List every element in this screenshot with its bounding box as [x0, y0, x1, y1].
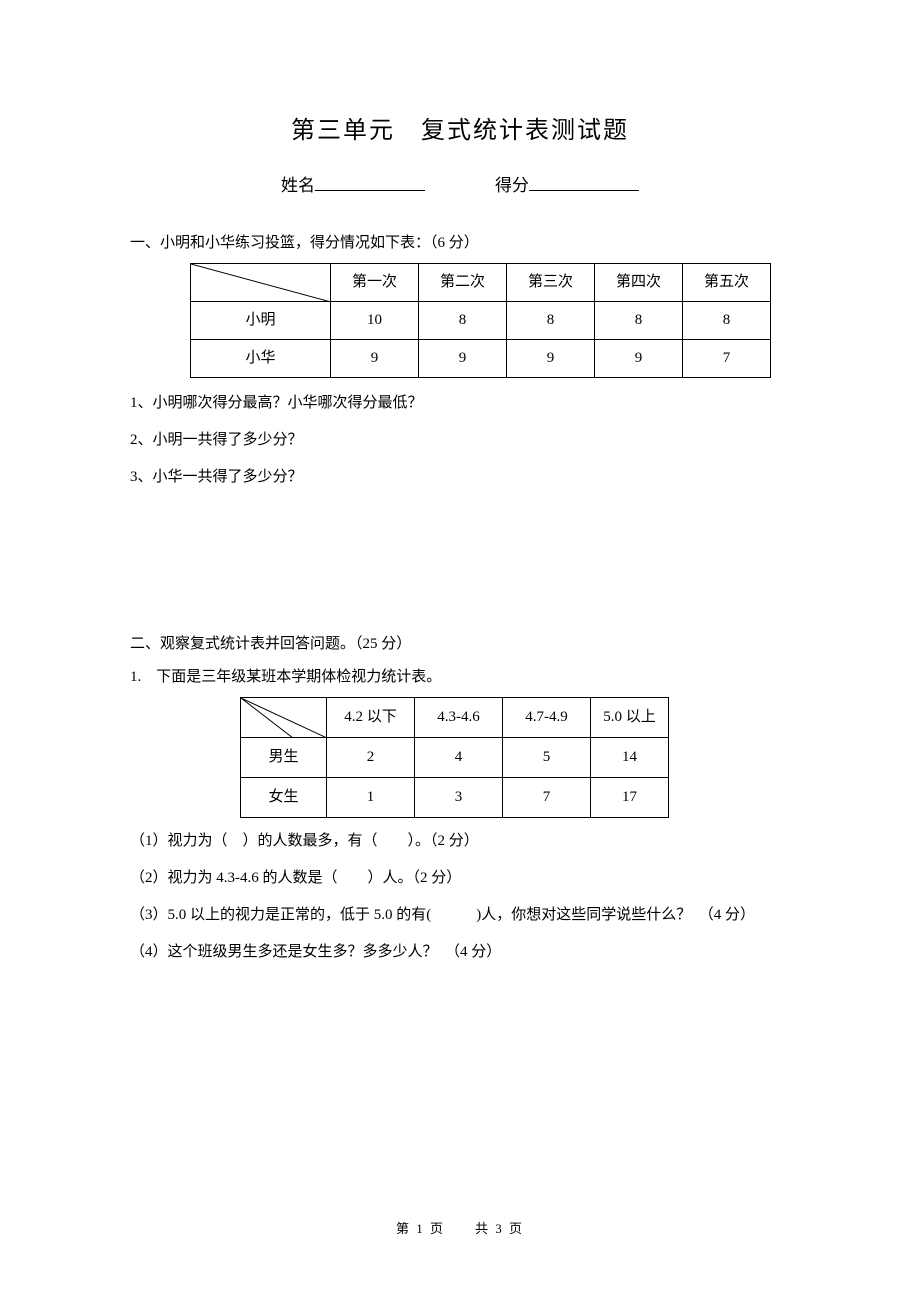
table2-cell: 4 [415, 737, 503, 777]
table1-cell: 10 [331, 301, 419, 339]
table1-row-label: 小华 [191, 339, 331, 377]
table1-col-header: 第五次 [683, 263, 771, 301]
table2-cell: 17 [591, 777, 669, 817]
table1-cell: 9 [595, 339, 683, 377]
table1-col-header: 第四次 [595, 263, 683, 301]
table2-col-header: 5.0 以上 [591, 697, 669, 737]
table2-col-header: 4.2 以下 [327, 697, 415, 737]
table2-col-header: 4.3-4.6 [415, 697, 503, 737]
table1-cell: 9 [419, 339, 507, 377]
table-row: 4.2 以下 4.3-4.6 4.7-4.9 5.0 以上 [241, 697, 669, 737]
s1-q3: 3、小华一共得了多少分？ [130, 464, 790, 491]
table2-col-header: 4.7-4.9 [503, 697, 591, 737]
table2-cell: 7 [503, 777, 591, 817]
section1-intro: 一、小明和小华练习投篮，得分情况如下表：（6 分） [130, 230, 790, 257]
name-label: 姓名 [281, 176, 315, 195]
table1-cell: 8 [595, 301, 683, 339]
name-blank [315, 174, 425, 191]
table1-cell: 8 [683, 301, 771, 339]
s2-q1: （1）视力为（ ）的人数最多，有（ ）。（2 分） [130, 828, 790, 855]
score-label: 得分 [495, 176, 529, 195]
score-blank [529, 174, 639, 191]
table2-diag-cell [241, 697, 327, 737]
table2-cell: 5 [503, 737, 591, 777]
table1-cell: 8 [419, 301, 507, 339]
table1-col-header: 第三次 [507, 263, 595, 301]
table2-cell: 3 [415, 777, 503, 817]
table1-row-label: 小明 [191, 301, 331, 339]
table-row: 男生 2 4 5 14 [241, 737, 669, 777]
table1-cell: 9 [331, 339, 419, 377]
form-line: 姓名 得分 [130, 171, 790, 202]
table2-cell: 14 [591, 737, 669, 777]
table1-cell: 8 [507, 301, 595, 339]
section2-intro: 二、观察复式统计表并回答问题。（25 分） [130, 631, 790, 658]
table-row: 女生 1 3 7 17 [241, 777, 669, 817]
s2-q4: （4）这个班级男生多还是女生多？多多少人？ （4 分） [130, 939, 790, 966]
table2-cell: 2 [327, 737, 415, 777]
table-row: 第一次 第二次 第三次 第四次 第五次 [191, 263, 771, 301]
section2-sub-intro: 1. 下面是三年级某班本学期体检视力统计表。 [130, 664, 790, 691]
s1-q1: 1、小明哪次得分最高？小华哪次得分最低？ [130, 390, 790, 417]
table-row: 小明 10 8 8 8 8 [191, 301, 771, 339]
page-title: 第三单元 复式统计表测试题 [130, 110, 790, 153]
table1: 第一次 第二次 第三次 第四次 第五次 小明 10 8 8 8 8 小华 9 9… [190, 263, 771, 378]
s1-q2: 2、小明一共得了多少分？ [130, 427, 790, 454]
table1-cell: 9 [507, 339, 595, 377]
s2-q2: （2）视力为 4.3-4.6 的人数是（ ）人。（2 分） [130, 865, 790, 892]
table1-diag-cell [191, 263, 331, 301]
page-footer: 第 1 页 共 3 页 [0, 1217, 920, 1240]
table1-col-header: 第二次 [419, 263, 507, 301]
table2: 4.2 以下 4.3-4.6 4.7-4.9 5.0 以上 男生 2 4 5 1… [240, 697, 669, 818]
s2-q3: （3）5.0 以上的视力是正常的，低于 5.0 的有( )人，你想对这些同学说些… [130, 902, 790, 929]
table-row: 小华 9 9 9 9 7 [191, 339, 771, 377]
table2-row-label: 女生 [241, 777, 327, 817]
table2-cell: 1 [327, 777, 415, 817]
table1-cell: 7 [683, 339, 771, 377]
table1-col-header: 第一次 [331, 263, 419, 301]
table2-row-label: 男生 [241, 737, 327, 777]
